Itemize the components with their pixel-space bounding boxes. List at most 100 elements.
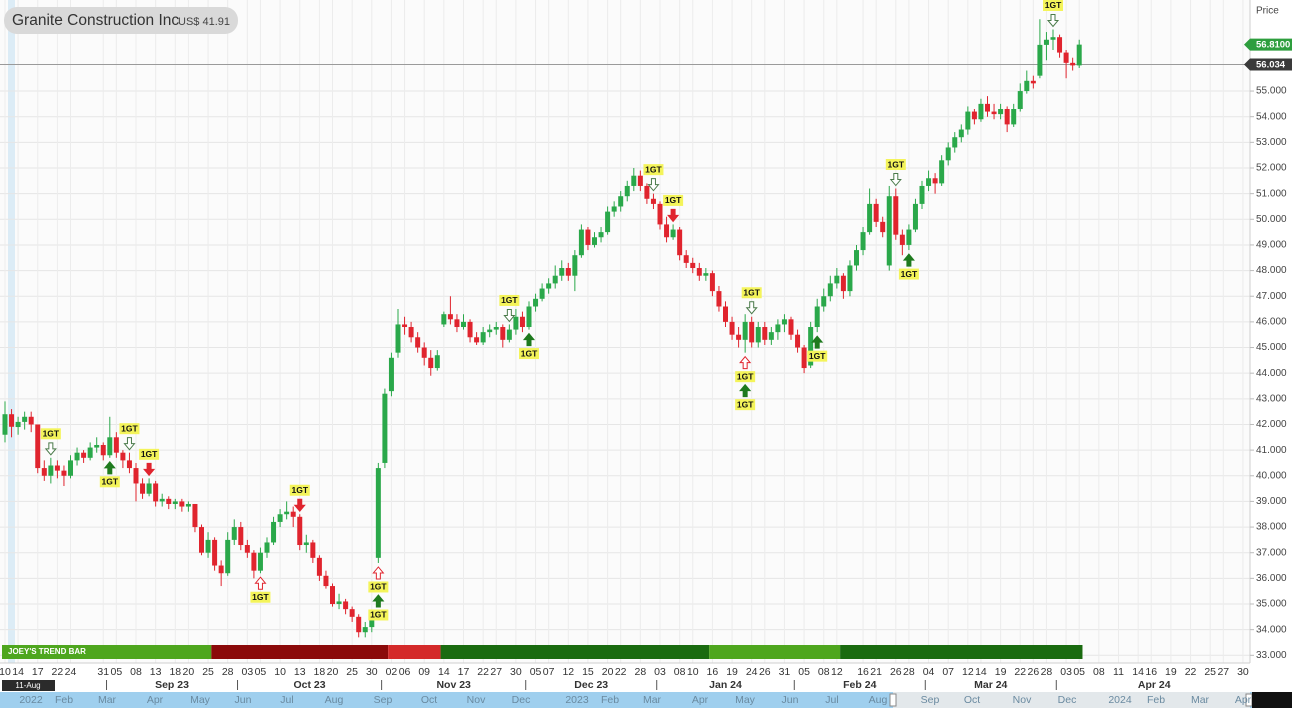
x-tick-label: 22 [477, 666, 489, 678]
signal-box [99, 476, 120, 488]
y-tick-label: 55.000 [1256, 86, 1287, 97]
candle-body [912, 203, 918, 230]
candle-body [1004, 109, 1010, 125]
signal-arrow [522, 332, 536, 347]
signal-label: 1GT [141, 449, 158, 459]
trend-segment [709, 645, 841, 659]
x-tick-label: 13 [294, 666, 306, 678]
navigator-label: Mar [98, 694, 117, 706]
candle-body [827, 283, 833, 297]
candle-body [559, 268, 565, 276]
candle-body [781, 319, 787, 325]
signal-arrow [739, 383, 752, 398]
y-tick-label: 52.000 [1256, 163, 1287, 174]
candle-body [22, 416, 28, 422]
navigator-label: Sep [374, 694, 393, 706]
candle-body [971, 111, 977, 120]
candle-body [926, 178, 932, 186]
x-tick-label: 04 [923, 666, 935, 678]
reference-label: 56.034 [1256, 60, 1286, 71]
navigator-label: Aug [325, 694, 344, 706]
candle-body [572, 255, 578, 276]
candle-body [998, 109, 1004, 115]
navigator-handle[interactable] [889, 693, 897, 707]
candle-body [592, 237, 597, 245]
candle-body [952, 137, 958, 148]
month-label: Sep 23 [155, 679, 189, 691]
candle-body [277, 514, 283, 522]
signal-label: 1GT [521, 348, 538, 358]
candle-body [729, 321, 735, 335]
candle-body [821, 296, 827, 307]
candle-body [762, 327, 768, 340]
trend-bar-label: JOEY'S TREND BAR [8, 647, 86, 656]
candle-body [284, 511, 290, 515]
navigator-label: Oct [421, 694, 437, 706]
candle-body [644, 185, 650, 199]
candle-body [664, 224, 670, 238]
candle-body [41, 468, 47, 476]
y-tick-label: 33.000 [1256, 650, 1287, 661]
candle-body [493, 327, 499, 330]
x-tick-label: 06 [399, 666, 411, 678]
candle-body [1030, 80, 1036, 84]
candle-body [991, 111, 997, 115]
candle-body [886, 196, 892, 266]
navigator-label: Apr [147, 694, 164, 706]
candle-body [454, 319, 460, 328]
candle-body [677, 229, 683, 256]
signal-box [139, 448, 160, 460]
signal-box [885, 159, 906, 171]
crosshair-band [8, 0, 15, 663]
candle-body [939, 160, 945, 184]
candle-body [244, 545, 250, 553]
signal-box [898, 268, 919, 280]
candle-body [441, 314, 447, 325]
x-tick-label: 08 [130, 666, 142, 678]
signal-arrow [372, 566, 385, 580]
y-tick-label: 46.000 [1256, 317, 1287, 328]
last-price-label: 56.8100 [1256, 40, 1290, 51]
x-tick-label: 07 [543, 666, 555, 678]
navigator-label: 2024 [1108, 694, 1132, 706]
x-tick-label: 11 [1113, 666, 1124, 678]
signal-box [368, 581, 389, 593]
candle-body [146, 483, 152, 494]
candle-body [74, 452, 80, 461]
candle-body [899, 234, 905, 245]
candle-body [113, 437, 119, 453]
month-label: Apr 24 [1138, 679, 1171, 691]
navigator-label: Feb [1147, 694, 1165, 706]
navigator-label: Mar [643, 694, 662, 706]
navigator-label: Jun [235, 694, 252, 706]
x-tick-label: 10 [274, 666, 286, 678]
signal-arrow [503, 308, 516, 323]
candle-body [271, 521, 277, 543]
candle-body [578, 229, 584, 256]
candle-body [231, 527, 237, 540]
candle-body [199, 527, 204, 553]
navigator-selection[interactable] [893, 692, 1250, 708]
navigator-label: 2022 [19, 694, 43, 706]
grid [0, 0, 1250, 663]
candle-body [945, 147, 951, 161]
candle-body [1070, 62, 1076, 66]
signal-arrow [293, 498, 306, 513]
navigator-label: May [190, 694, 211, 706]
x-tick-label: 09 [418, 666, 430, 678]
navigator-label: Feb [601, 694, 619, 706]
x-tick-label: 03 [1060, 666, 1072, 678]
navigator-label: Apr [1235, 694, 1252, 706]
candle-body [297, 516, 303, 546]
x-tick-label: 28 [903, 666, 915, 678]
candle-body [788, 319, 794, 335]
candle-body [212, 539, 218, 566]
candle-body [369, 619, 375, 628]
candle-body [932, 178, 938, 184]
candle-body [539, 288, 545, 299]
signal-label: 1GT [888, 159, 905, 169]
signal-label: 1GT [43, 429, 60, 439]
x-tick-label: 26 [759, 666, 771, 678]
x-tick-label: 17 [32, 666, 44, 678]
x-tick-label: 19 [726, 666, 738, 678]
